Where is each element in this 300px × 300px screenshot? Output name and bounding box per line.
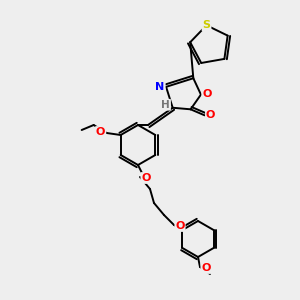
Text: O: O: [141, 173, 151, 183]
Text: O: O: [202, 88, 212, 99]
Text: O: O: [175, 221, 185, 231]
Text: O: O: [206, 110, 215, 120]
Text: O: O: [96, 127, 105, 137]
Text: S: S: [202, 20, 211, 30]
Text: O: O: [201, 263, 211, 273]
Text: N: N: [155, 82, 165, 92]
Text: H: H: [161, 100, 170, 110]
